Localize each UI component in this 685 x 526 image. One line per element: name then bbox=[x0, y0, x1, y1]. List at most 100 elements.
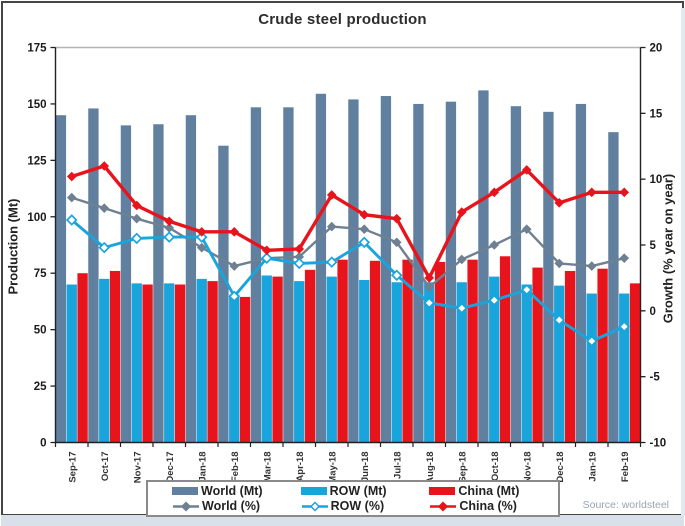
x-category-label: Apr-18 bbox=[295, 452, 306, 482]
diamond-marker bbox=[131, 213, 142, 224]
bar bbox=[185, 115, 197, 443]
source-note: Source: worldsteel bbox=[582, 499, 669, 511]
bar-series-2 bbox=[66, 275, 630, 443]
legend-item-world: World (%) bbox=[172, 500, 301, 513]
bar bbox=[489, 276, 500, 443]
open-diamond-marker bbox=[228, 290, 241, 303]
bar bbox=[218, 145, 229, 443]
legend: World (Mt) ROW (Mt) China (Mt) World (%) ROW… bbox=[146, 480, 560, 517]
bar bbox=[499, 256, 511, 443]
diamond-marker bbox=[521, 165, 532, 175]
bar bbox=[164, 283, 175, 443]
bar bbox=[88, 108, 99, 443]
bar bbox=[608, 132, 619, 443]
diamond-marker bbox=[196, 242, 207, 253]
bar bbox=[391, 282, 402, 443]
right-tick-label: 10 bbox=[650, 174, 663, 186]
legend-label: ROW (%) bbox=[330, 499, 385, 513]
x-category-label: Feb-18 bbox=[230, 452, 241, 483]
bar bbox=[131, 283, 142, 443]
right-tick-label: 5 bbox=[650, 240, 657, 252]
open-diamond-marker bbox=[325, 256, 338, 268]
bar bbox=[586, 293, 597, 443]
open-diamond-marker bbox=[585, 335, 598, 347]
x-category-label: Oct-17 bbox=[100, 452, 111, 482]
legend-line-swatch bbox=[301, 501, 328, 512]
left-tick-label: 0 bbox=[40, 438, 46, 450]
bar bbox=[239, 296, 251, 443]
bar bbox=[337, 259, 348, 443]
right-tick-label: 20 bbox=[650, 43, 663, 55]
x-category-label: Jul-18 bbox=[392, 452, 403, 479]
left-tick-label: 25 bbox=[34, 381, 47, 393]
legend-item-row: ROW (%) bbox=[301, 500, 430, 513]
bar bbox=[99, 278, 110, 443]
open-diamond-marker bbox=[618, 320, 631, 333]
bar bbox=[229, 294, 240, 443]
legend-item-row-mt: ROW (Mt) bbox=[300, 483, 430, 498]
bar bbox=[554, 285, 565, 443]
bar bbox=[55, 115, 67, 443]
right-tick-label: -10 bbox=[650, 438, 667, 450]
diamond-marker bbox=[229, 261, 240, 271]
diamond-marker bbox=[456, 207, 467, 217]
diamond-marker bbox=[586, 187, 597, 198]
diamond-marker bbox=[294, 244, 305, 254]
legend-item-world-mt: World (Mt) bbox=[172, 483, 301, 498]
line-series-2 bbox=[65, 214, 631, 347]
bar bbox=[359, 279, 370, 443]
open-diamond-marker bbox=[553, 314, 566, 326]
open-diamond-marker bbox=[130, 232, 143, 245]
bar bbox=[315, 93, 327, 443]
open-diamond-marker bbox=[195, 231, 208, 243]
diamond-marker bbox=[619, 187, 630, 198]
x-category-label: Oct-18 bbox=[490, 452, 501, 482]
bar bbox=[543, 111, 554, 443]
diamond-marker bbox=[99, 203, 110, 213]
bar bbox=[142, 284, 153, 443]
bar bbox=[207, 281, 218, 443]
diamond-marker bbox=[164, 216, 175, 227]
x-category-label: Dec-18 bbox=[555, 452, 566, 483]
bar bbox=[424, 282, 435, 443]
bar bbox=[434, 261, 446, 443]
legend-label: World (Mt) bbox=[201, 483, 263, 498]
window-shadow-band-right bbox=[681, 8, 685, 516]
open-diamond-marker bbox=[260, 252, 273, 264]
bar bbox=[478, 90, 489, 443]
diamond-marker bbox=[261, 245, 272, 256]
bar bbox=[250, 107, 262, 443]
bar bbox=[174, 284, 186, 443]
chart-title: Crude steel production bbox=[258, 11, 427, 28]
legend-bar-swatch bbox=[172, 486, 198, 495]
legend-label: ROW (Mt) bbox=[329, 483, 387, 498]
bar bbox=[326, 276, 337, 443]
left-tick-label: 125 bbox=[27, 155, 47, 167]
bar bbox=[294, 281, 305, 443]
bar bbox=[283, 107, 294, 443]
bar bbox=[532, 267, 543, 443]
bar-series-1 bbox=[55, 90, 619, 443]
open-diamond-marker bbox=[293, 257, 306, 270]
open-diamond-marker bbox=[390, 269, 403, 282]
open-diamond-marker bbox=[520, 283, 533, 296]
x-category-label: Nov-18 bbox=[522, 452, 533, 484]
diamond-marker bbox=[521, 224, 532, 235]
x-category-label: Dec-17 bbox=[165, 452, 176, 483]
diamond-marker bbox=[424, 282, 435, 292]
bar bbox=[380, 96, 392, 443]
open-diamond-marker bbox=[163, 231, 176, 243]
diamond-marker bbox=[359, 209, 370, 220]
open-diamond-marker bbox=[65, 214, 78, 226]
left-tick-label: 175 bbox=[27, 43, 47, 55]
bar bbox=[369, 260, 381, 443]
bar bbox=[575, 103, 587, 443]
x-category-label: Aug-18 bbox=[425, 452, 436, 484]
legend-bar-swatch bbox=[429, 486, 456, 495]
series-line bbox=[71, 196, 625, 289]
line-series-1 bbox=[66, 192, 630, 292]
x-category-label: Nov-17 bbox=[132, 452, 143, 484]
diamond-marker bbox=[229, 227, 240, 237]
diamond-marker bbox=[554, 258, 565, 269]
